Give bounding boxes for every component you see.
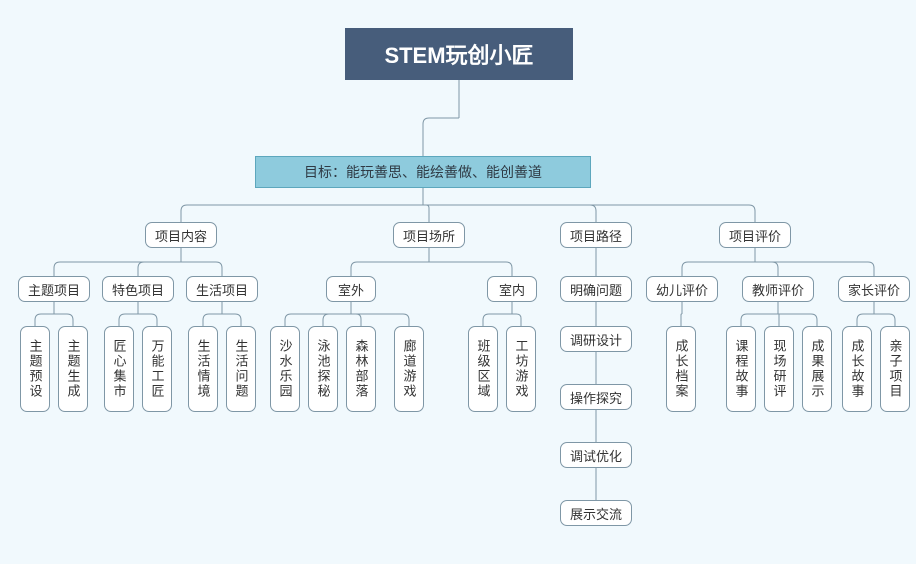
node-s6: 明确问题 <box>560 276 632 302</box>
node-l15: 现场研评 <box>764 326 794 412</box>
node-s3: 生活项目 <box>186 276 258 302</box>
node-root: STEM玩创小匠 <box>345 28 573 80</box>
node-c2: 项目场所 <box>393 222 465 248</box>
node-l13: 成长档案 <box>666 326 696 412</box>
node-l14: 课程故事 <box>726 326 756 412</box>
node-c1: 项目内容 <box>145 222 217 248</box>
node-c3: 项目路径 <box>560 222 632 248</box>
node-l3: 匠心集市 <box>104 326 134 412</box>
node-s8: 教师评价 <box>742 276 814 302</box>
node-l10: 廊道游戏 <box>394 326 424 412</box>
node-s4: 室外 <box>326 276 376 302</box>
node-s9: 家长评价 <box>838 276 910 302</box>
node-p5: 展示交流 <box>560 500 632 526</box>
node-s7: 幼儿评价 <box>646 276 718 302</box>
node-l16: 成果展示 <box>802 326 832 412</box>
node-s2: 特色项目 <box>102 276 174 302</box>
node-c4: 项目评价 <box>719 222 791 248</box>
node-l12: 工坊游戏 <box>506 326 536 412</box>
node-s5: 室内 <box>487 276 537 302</box>
node-l1: 主题预设 <box>20 326 50 412</box>
node-l9: 森林部落 <box>346 326 376 412</box>
node-l6: 生活问题 <box>226 326 256 412</box>
node-l7: 沙水乐园 <box>270 326 300 412</box>
node-l5: 生活情境 <box>188 326 218 412</box>
node-p4: 调试优化 <box>560 442 632 468</box>
node-l4: 万能工匠 <box>142 326 172 412</box>
node-l2: 主题生成 <box>58 326 88 412</box>
node-p3: 操作探究 <box>560 384 632 410</box>
node-p2: 调研设计 <box>560 326 632 352</box>
node-goal: 目标：能玩善思、能绘善做、能创善道 <box>255 156 591 188</box>
node-l17: 成长故事 <box>842 326 872 412</box>
node-l11: 班级区域 <box>468 326 498 412</box>
node-s1: 主题项目 <box>18 276 90 302</box>
node-l8: 泳池探秘 <box>308 326 338 412</box>
node-l18: 亲子项目 <box>880 326 910 412</box>
